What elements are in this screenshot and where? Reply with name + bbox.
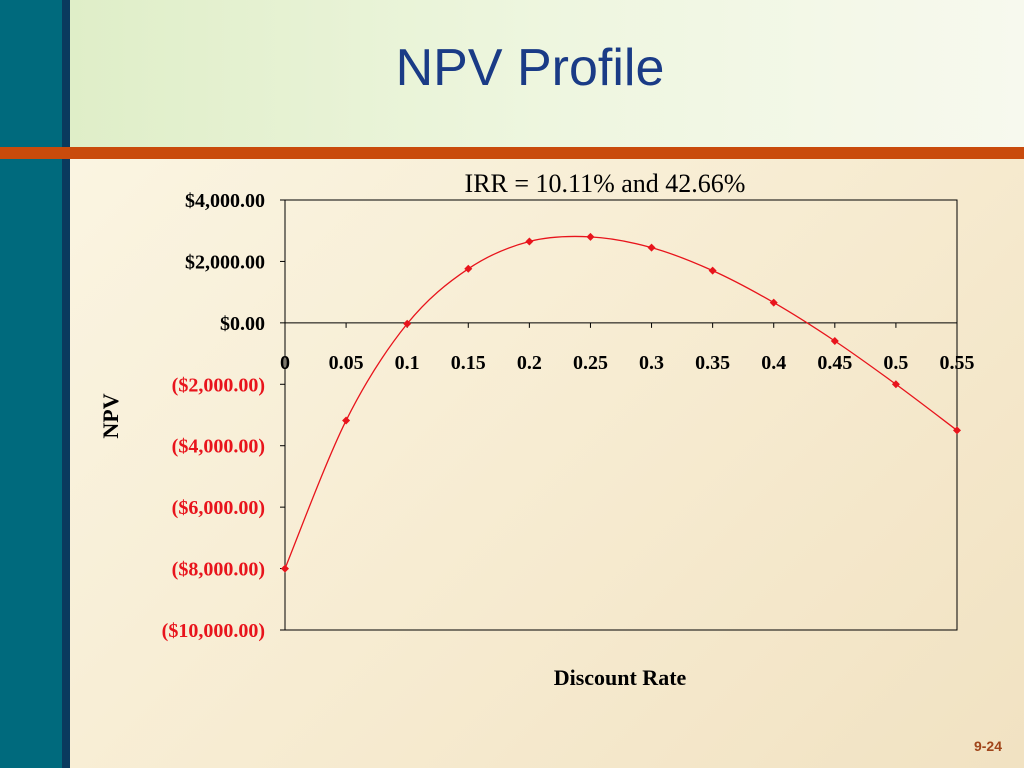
- side-bar: [0, 0, 62, 768]
- x-tick-label: 0.2: [517, 352, 542, 374]
- y-tick-label: ($6,000.00): [172, 497, 265, 519]
- title-rule: [0, 147, 1024, 159]
- data-point: [342, 416, 351, 425]
- x-tick-label: 0.55: [940, 352, 975, 374]
- y-axis-label: NPV: [98, 393, 123, 438]
- x-tick-label: 0.5: [883, 352, 908, 374]
- x-tick-label: 0.05: [329, 352, 364, 374]
- title-band: [70, 0, 1024, 147]
- data-point: [891, 380, 900, 389]
- x-tick-label: 0: [280, 352, 290, 374]
- data-point: [953, 426, 961, 435]
- y-tick-label: ($8,000.00): [172, 559, 265, 581]
- data-point: [464, 264, 473, 273]
- x-tick-label: 0.1: [395, 352, 420, 374]
- chart-title: IRR = 10.11% and 42.66%: [465, 169, 746, 198]
- data-point: [586, 232, 595, 241]
- slide-title: NPV Profile: [395, 39, 665, 97]
- x-tick-label: 0.4: [761, 352, 786, 374]
- y-tick-label: ($10,000.00): [162, 620, 265, 642]
- x-tick-label: 0.3: [639, 352, 664, 374]
- data-point: [708, 266, 717, 275]
- data-point: [281, 564, 289, 573]
- plot-area: [284, 199, 958, 631]
- y-tick-label: ($2,000.00): [172, 374, 265, 396]
- y-tick-label: $2,000.00: [185, 251, 265, 273]
- x-tick-label: 0.35: [695, 352, 730, 374]
- x-tick-label: 0.25: [573, 352, 608, 374]
- x-tick-label: 0.45: [817, 352, 852, 374]
- data-point: [647, 243, 656, 252]
- data-point: [525, 237, 534, 246]
- y-tick-label: ($4,000.00): [172, 436, 265, 458]
- series-line: [284, 235, 958, 569]
- data-point: [830, 336, 839, 345]
- x-tick-label: 0.15: [451, 352, 486, 374]
- data-point: [403, 319, 412, 328]
- slide-number: 9-24: [973, 738, 1002, 754]
- y-tick-label: $0.00: [220, 313, 265, 335]
- side-stripe: [62, 0, 70, 768]
- x-axis-label: Discount Rate: [554, 665, 687, 690]
- data-point: [769, 298, 778, 307]
- y-tick-label: $4,000.00: [185, 190, 265, 212]
